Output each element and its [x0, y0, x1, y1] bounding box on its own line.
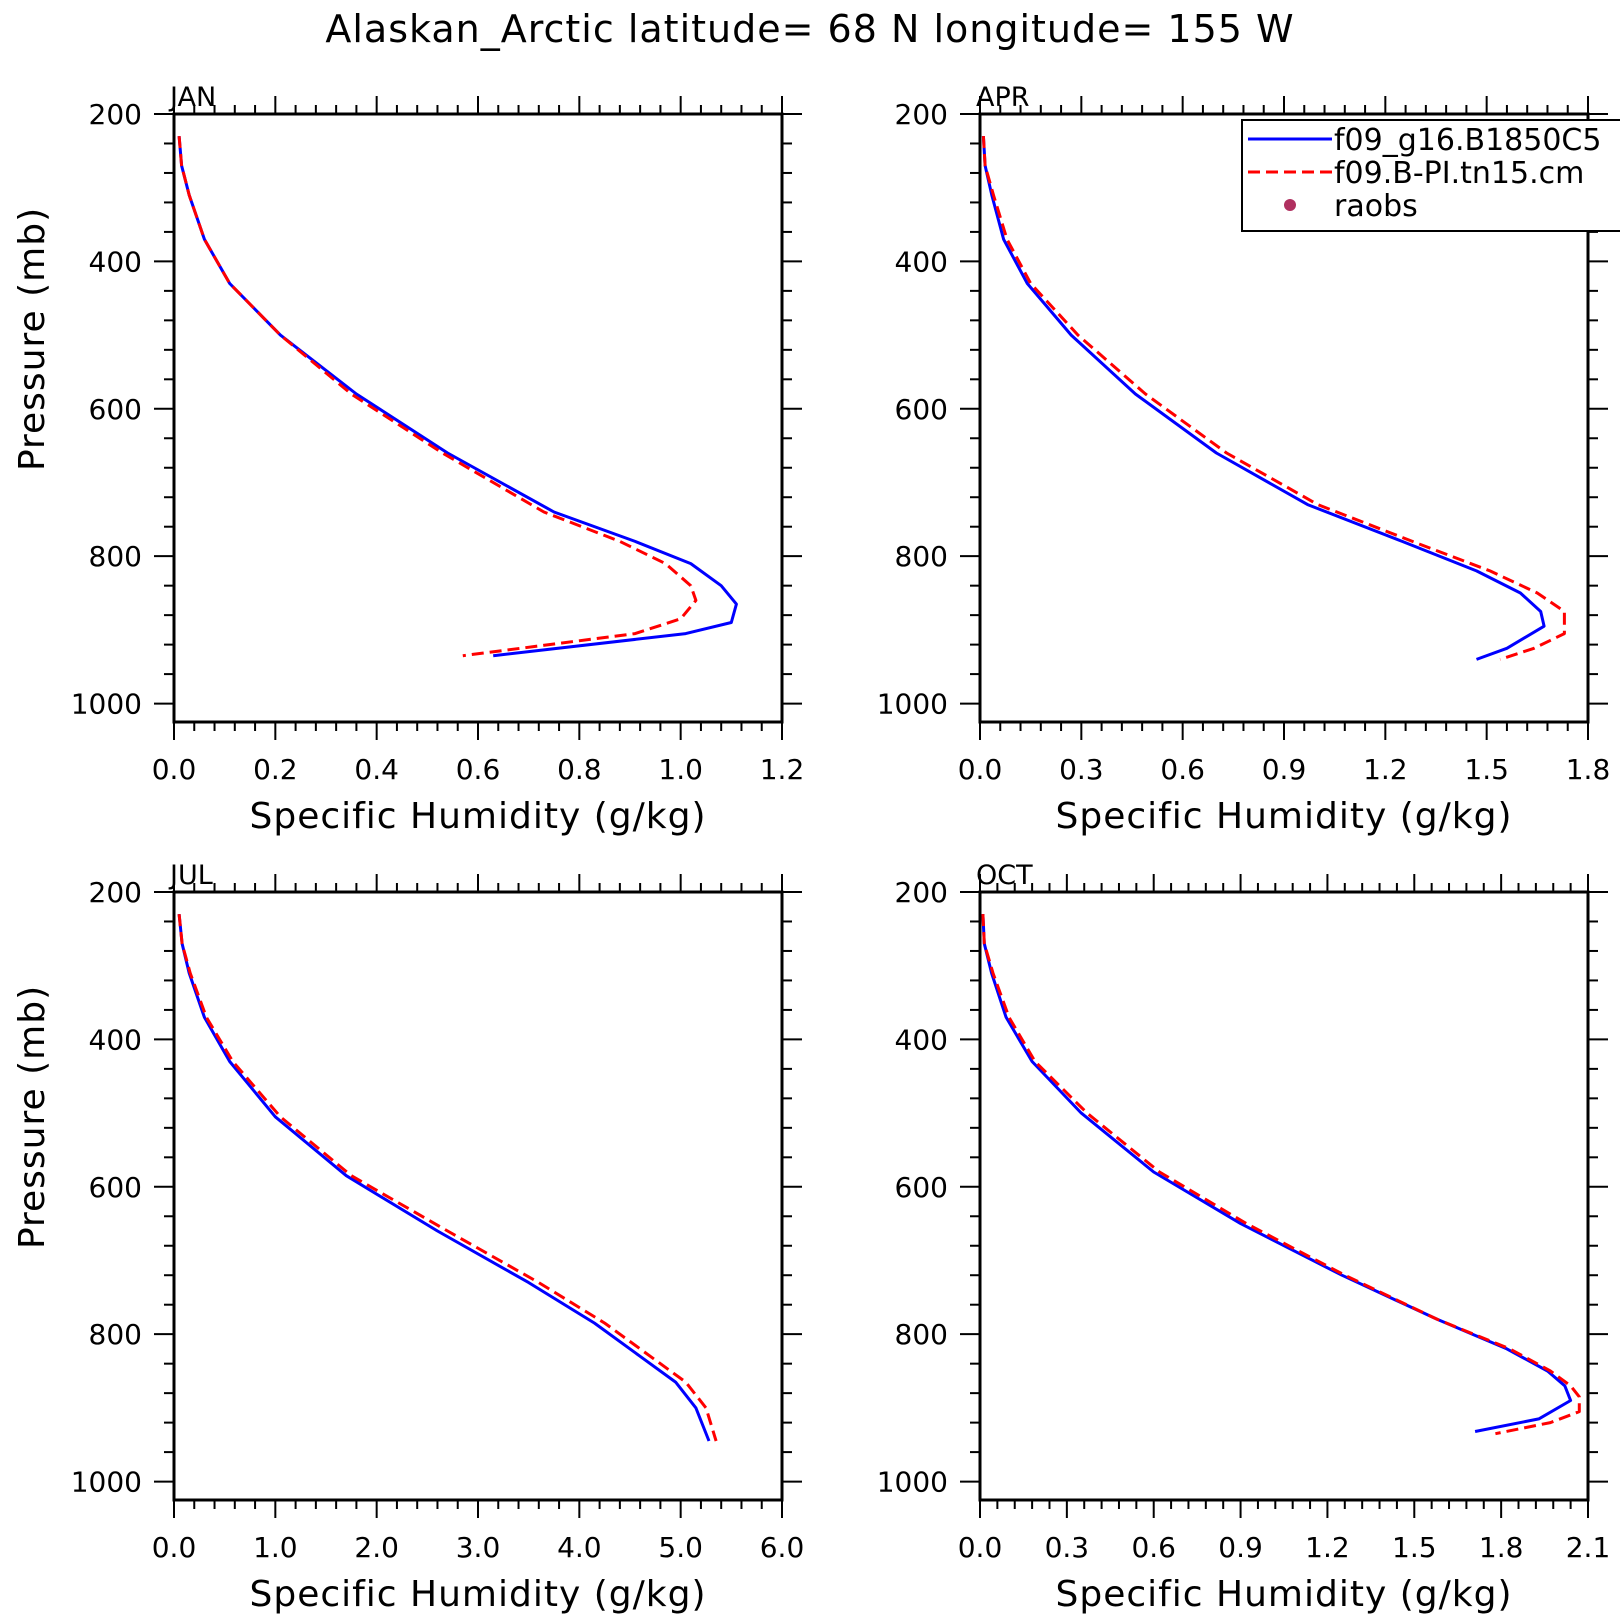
x-tick-label: 0.6: [456, 753, 501, 786]
x-tick-label: 0.6: [1131, 1531, 1176, 1564]
x-tick-label: 1.5: [1392, 1531, 1437, 1564]
y-tick-label: 400: [895, 245, 948, 278]
y-tick-label: 200: [89, 876, 142, 909]
panel-jul: JUL 200 400 600 800 1000 0.0 1.0 2.0 3.0 4.0 5.0 6.0…: [12, 860, 804, 1615]
x-axis-label: Specific Humidity (g/kg): [1055, 1574, 1512, 1615]
y-tick-label: 200: [895, 876, 948, 909]
series-line-solid: [177, 135, 738, 658]
panel-oct: OCT 200 400 600 800 1000 0.0 0.3 0.6 0.9 1.2 1.5 1.8…: [877, 860, 1611, 1615]
series-line-solid: [177, 913, 711, 1442]
y-tick-label: 800: [89, 540, 142, 573]
x-tick-label: 1.2: [760, 753, 805, 786]
legend-label: f09.B-PI.tn15.cm: [1334, 156, 1584, 191]
y-tick-label: 400: [89, 1023, 142, 1056]
plot-frame: [172, 890, 784, 1502]
x-tick-label: 0.3: [1059, 753, 1104, 786]
x-tick-label: 1.0: [253, 1531, 298, 1564]
panel-jan: JAN 200 400 600 800 1000 0.0 0.2 0.4 0.6 0.8 1.0 1.2…: [12, 82, 804, 837]
x-tick-label: 4.0: [557, 1531, 602, 1564]
x-tick-label: 0.9: [1218, 1531, 1263, 1564]
x-tick-label: 1.2: [1363, 753, 1408, 786]
x-axis-label: Specific Humidity (g/kg): [249, 1574, 706, 1615]
y-tick-label: 1000: [877, 1466, 948, 1499]
x-tick-label: 0.0: [958, 1531, 1003, 1564]
series-line-dashed: [177, 135, 698, 658]
y-tick-label: 400: [895, 1023, 948, 1056]
y-tick-label: 400: [89, 245, 142, 278]
series-line-dashed: [981, 136, 1566, 661]
y-tick-label: 200: [89, 98, 142, 131]
y-axis-label: Pressure (mb): [12, 985, 53, 1249]
series-line-solid: [981, 914, 1573, 1433]
x-tick-label: 1.5: [1464, 753, 1509, 786]
x-tick-label: 0.9: [1262, 753, 1307, 786]
y-tick-label: 600: [89, 393, 142, 426]
y-tick-label: 800: [895, 1318, 948, 1351]
x-tick-label: 0.4: [354, 753, 399, 786]
y-tick-label: 1000: [877, 688, 948, 721]
x-tick-label: 1.2: [1305, 1531, 1350, 1564]
x-tick-label: 2.1: [1566, 1531, 1611, 1564]
panel-label: JUL: [168, 860, 213, 891]
series-line-dashed: [177, 913, 718, 1442]
legend-label: f09_g16.B1850C5: [1334, 123, 1601, 158]
legend-label: raobs: [1334, 189, 1418, 224]
x-tick-label: 0.8: [557, 753, 602, 786]
y-tick-label: 800: [89, 1318, 142, 1351]
y-axis-label: Pressure (mb): [12, 207, 53, 471]
y-tick-label: 600: [895, 393, 948, 426]
x-tick-label: 2.0: [354, 1531, 399, 1564]
series-line-solid: [981, 136, 1546, 661]
x-tick-label: 1.8: [1566, 753, 1611, 786]
y-tick-label: 1000: [71, 1466, 142, 1499]
y-tick-label: 200: [895, 98, 948, 131]
panel-label: OCT: [976, 860, 1033, 891]
x-tick-label: 0.3: [1045, 1531, 1090, 1564]
x-tick-label: 3.0: [456, 1531, 501, 1564]
x-tick-label: 6.0: [760, 1531, 805, 1564]
panels: JAN 200 400 600 800 1000 0.0 0.2 0.4 0.6 0.8 1.0 1.2…: [12, 82, 1610, 1615]
panel-label: JAN: [168, 82, 216, 113]
x-tick-label: 0.0: [958, 753, 1003, 786]
legend-marker-dot: [1284, 199, 1296, 211]
plot-frame: [172, 112, 784, 724]
x-tick-label: 0.0: [152, 753, 197, 786]
x-axis-label: Specific Humidity (g/kg): [249, 796, 706, 837]
x-tick-label: 1.8: [1479, 1531, 1524, 1564]
x-tick-label: 5.0: [658, 1531, 703, 1564]
x-tick-label: 1.0: [658, 753, 703, 786]
y-tick-label: 600: [895, 1171, 948, 1204]
plot-frame: [978, 890, 1590, 1502]
x-tick-label: 0.0: [152, 1531, 197, 1564]
y-tick-label: 600: [89, 1171, 142, 1204]
x-tick-label: 0.6: [1160, 753, 1205, 786]
series-line-dashed: [981, 914, 1581, 1436]
x-axis-label: Specific Humidity (g/kg): [1055, 796, 1512, 837]
figure-title: Alaskan_Arctic latitude= 68 N longitude=…: [325, 7, 1294, 51]
y-tick-label: 800: [895, 540, 948, 573]
x-tick-label: 0.2: [253, 753, 298, 786]
y-tick-label: 1000: [71, 688, 142, 721]
